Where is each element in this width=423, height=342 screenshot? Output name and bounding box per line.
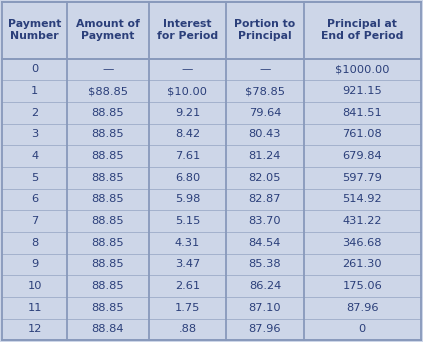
Text: 5: 5: [31, 173, 38, 183]
Text: 86.24: 86.24: [249, 281, 281, 291]
Text: 80.43: 80.43: [249, 129, 281, 140]
Text: 9.21: 9.21: [175, 108, 200, 118]
Text: Amount of
Payment: Amount of Payment: [76, 19, 140, 41]
Text: 88.85: 88.85: [91, 260, 124, 269]
Text: 88.85: 88.85: [91, 281, 124, 291]
Text: 88.84: 88.84: [92, 325, 124, 334]
Text: 88.85: 88.85: [91, 173, 124, 183]
Text: 761.08: 761.08: [342, 129, 382, 140]
Text: 841.51: 841.51: [342, 108, 382, 118]
Text: $78.85: $78.85: [245, 86, 285, 96]
Text: 1: 1: [31, 86, 38, 96]
Text: 10: 10: [27, 281, 42, 291]
Text: 0: 0: [31, 64, 38, 75]
Text: $10.00: $10.00: [168, 86, 207, 96]
Text: 261.30: 261.30: [343, 260, 382, 269]
Text: 597.79: 597.79: [342, 173, 382, 183]
Text: 9: 9: [31, 260, 38, 269]
Text: 175.06: 175.06: [342, 281, 382, 291]
Text: 88.85: 88.85: [91, 238, 124, 248]
Text: 82.87: 82.87: [249, 195, 281, 205]
Text: .88: .88: [179, 325, 196, 334]
Text: 87.96: 87.96: [346, 303, 379, 313]
Text: 4.31: 4.31: [175, 238, 200, 248]
Text: 88.85: 88.85: [91, 216, 124, 226]
Text: Portion to
Principal: Portion to Principal: [234, 19, 296, 41]
Text: 3.47: 3.47: [175, 260, 200, 269]
Text: 2.61: 2.61: [175, 281, 200, 291]
Text: 87.10: 87.10: [249, 303, 281, 313]
Text: 7.61: 7.61: [175, 151, 200, 161]
Text: —: —: [182, 64, 193, 75]
Text: $88.85: $88.85: [88, 86, 128, 96]
Text: 5.15: 5.15: [175, 216, 200, 226]
Text: 88.85: 88.85: [91, 303, 124, 313]
Text: 5.98: 5.98: [175, 195, 200, 205]
Text: Payment
Number: Payment Number: [8, 19, 61, 41]
Text: 81.24: 81.24: [249, 151, 281, 161]
Text: 431.22: 431.22: [343, 216, 382, 226]
Text: 4: 4: [31, 151, 38, 161]
Text: 2: 2: [31, 108, 38, 118]
Text: 921.15: 921.15: [342, 86, 382, 96]
Text: 88.85: 88.85: [91, 108, 124, 118]
Text: —: —: [259, 64, 271, 75]
Text: 12: 12: [27, 325, 42, 334]
Text: 0: 0: [359, 325, 366, 334]
Text: 6.80: 6.80: [175, 173, 200, 183]
Text: 88.85: 88.85: [91, 195, 124, 205]
Text: 84.54: 84.54: [249, 238, 281, 248]
Text: $1000.00: $1000.00: [335, 64, 390, 75]
Text: 679.84: 679.84: [343, 151, 382, 161]
Text: 83.70: 83.70: [249, 216, 281, 226]
Text: 3: 3: [31, 129, 38, 140]
Text: 1.75: 1.75: [175, 303, 200, 313]
Text: 514.92: 514.92: [343, 195, 382, 205]
Text: 87.96: 87.96: [249, 325, 281, 334]
Text: 85.38: 85.38: [249, 260, 281, 269]
Text: 346.68: 346.68: [343, 238, 382, 248]
Text: Interest
for Period: Interest for Period: [157, 19, 218, 41]
Text: 88.85: 88.85: [91, 129, 124, 140]
Text: 11: 11: [27, 303, 42, 313]
Text: 79.64: 79.64: [249, 108, 281, 118]
Text: 6: 6: [31, 195, 38, 205]
Text: 88.85: 88.85: [91, 151, 124, 161]
Text: 8: 8: [31, 238, 38, 248]
Text: 82.05: 82.05: [249, 173, 281, 183]
Text: 8.42: 8.42: [175, 129, 200, 140]
Text: —: —: [102, 64, 113, 75]
Text: Principal at
End of Period: Principal at End of Period: [321, 19, 404, 41]
Text: 7: 7: [31, 216, 38, 226]
